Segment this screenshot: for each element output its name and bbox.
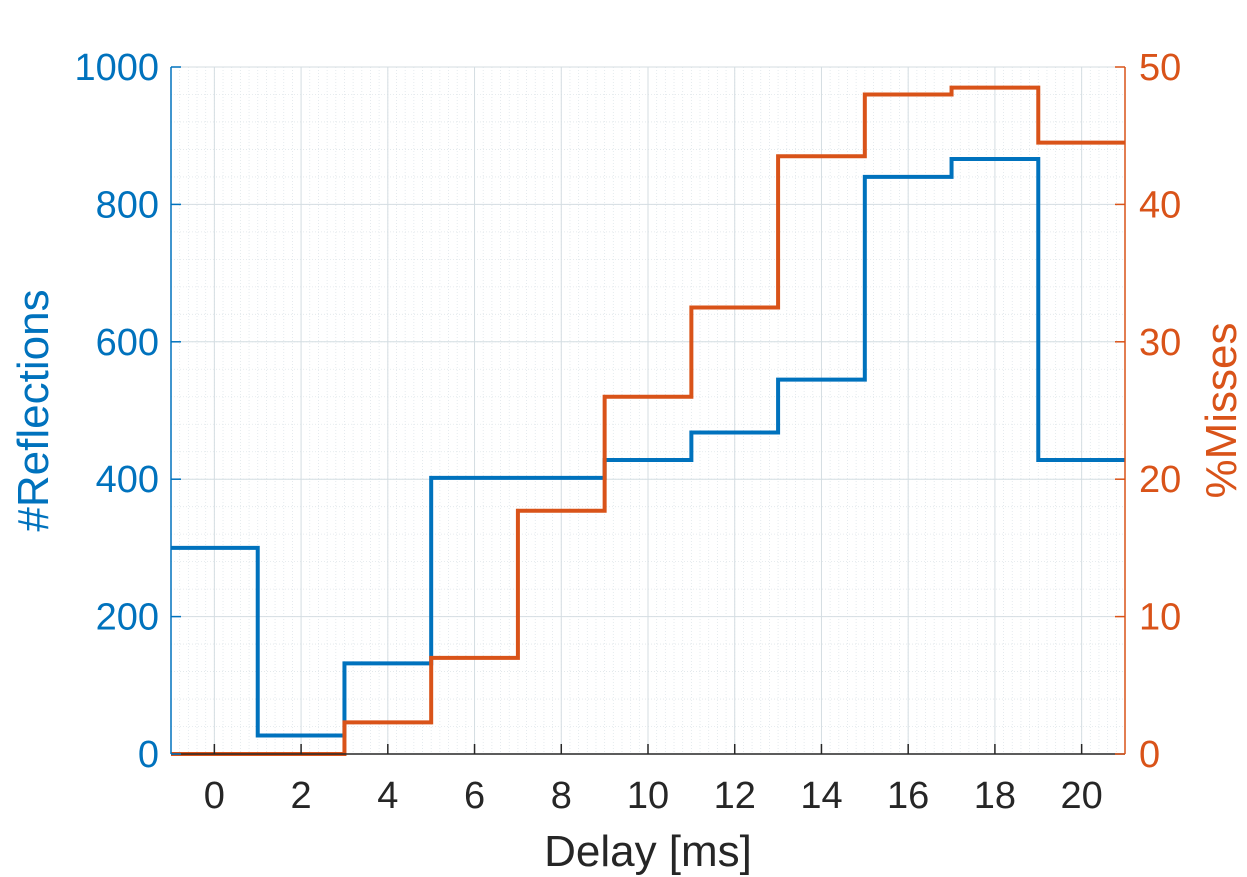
x-tick-label: 2 [291,775,312,817]
right-y-tick-label: 20 [1139,459,1181,501]
x-tick-label: 4 [377,775,398,817]
left-y-tick-label: 400 [96,459,159,501]
left-y-tick-label: 1000 [74,47,159,89]
x-axis-label: Delay [ms] [544,827,752,876]
right-y-axis-label: %Misses [1197,322,1246,498]
x-tick-label: 8 [551,775,572,817]
left-y-tick-label: 600 [96,322,159,364]
series-line-misses [171,85,1125,756]
x-tick-label: 14 [800,775,842,817]
x-tick-label: 12 [714,775,756,817]
series-layer [171,85,1125,756]
plot-area [170,66,1126,756]
series-line-reflections [171,157,1125,738]
x-tick-label: 6 [464,775,485,817]
major-grid [171,66,1125,755]
right-y-tick-label: 50 [1139,47,1181,89]
right-y-tick-label: 30 [1139,322,1181,364]
right-y-tick-label: 10 [1139,597,1181,639]
right-y-tick-label: 0 [1139,734,1160,776]
x-tick-label: 16 [887,775,929,817]
x-tick-label: 10 [627,775,669,817]
right-y-tick-label: 40 [1139,184,1181,226]
left-y-tick-label: 800 [96,184,159,226]
left-y-axis-label: #Reflections [9,289,58,531]
left-y-tick-label: 200 [96,597,159,639]
x-tick-label: 18 [974,775,1016,817]
left-y-tick-label: 0 [138,734,159,776]
x-tick-label: 0 [204,775,225,817]
axes-layer [170,66,1126,755]
x-tick-label: 20 [1060,775,1102,817]
tick-labels: 0 2 4 6 8 10 12 14 16 18 2002004006008001000010203… [74,47,1181,817]
